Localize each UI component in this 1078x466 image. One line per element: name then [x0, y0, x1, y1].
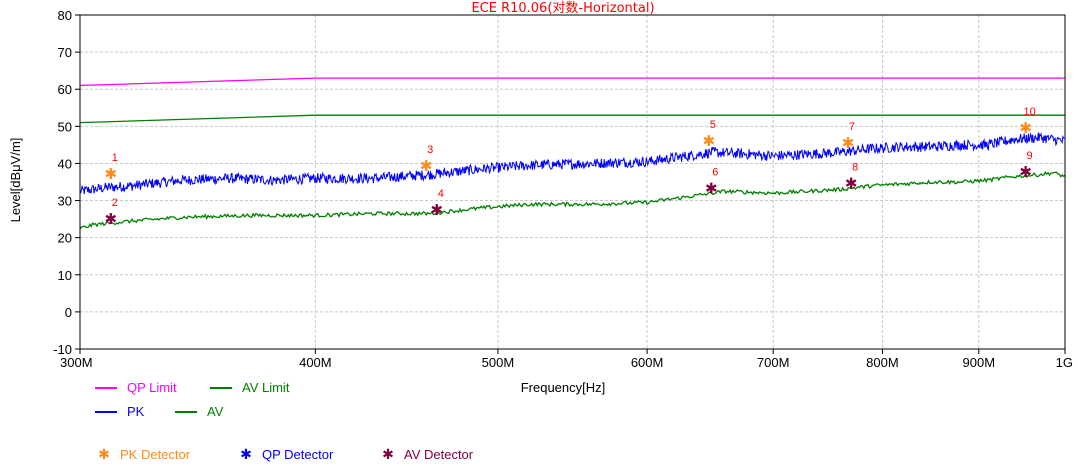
y-tick-label: -10 — [53, 342, 72, 357]
y-tick-label: 80 — [58, 8, 72, 23]
y-tick-label: 30 — [58, 194, 72, 209]
marker-5-star-icon: ✱ — [702, 132, 715, 150]
x-tick-label: 300M — [60, 355, 93, 370]
x-axis-title: Frequency[Hz] — [521, 380, 606, 395]
marker-10-label: 10 — [1023, 106, 1035, 118]
chart-title: ECE R10.06(对数-Horizontal) — [471, 1, 654, 16]
x-tick-label: 800M — [866, 355, 899, 370]
x-tick-label: 400M — [299, 355, 332, 370]
marker-9-label: 9 — [1027, 150, 1033, 162]
qp-limit-series-line — [79, 77, 1065, 87]
marker-2-label: 2 — [112, 197, 118, 209]
legend-qp-detector-label: QP Detector — [262, 447, 334, 462]
plot-frame — [79, 14, 1066, 350]
av-series-line — [79, 170, 1066, 230]
y-tick-label: 10 — [58, 268, 72, 283]
legend-pk-label: PK — [127, 404, 145, 419]
chart-markers: ✱1✱2✱3✱4✱5✱6✱7✱8 ✱9✱10 — [104, 106, 1035, 228]
legend-qp-limit: QP Limit — [95, 380, 177, 395]
y-tick-label: 0 — [65, 305, 72, 320]
legend-pk-detector-label: PK Detector — [120, 447, 191, 462]
av-limit-series-line — [79, 114, 1065, 124]
legend-av-limit-swatch — [210, 386, 232, 389]
legend-av-detector: ✱ AV Detector — [380, 446, 473, 463]
x-tick-label: 900M — [963, 355, 996, 370]
marker-2-star-icon: ✱ — [104, 210, 117, 228]
legend-av-swatch — [175, 410, 197, 413]
marker-10-star-icon: ✱ — [1019, 119, 1032, 137]
y-tick-label: 40 — [58, 156, 72, 171]
marker-3-star-icon: ✱ — [420, 157, 433, 175]
legend-qp-limit-label: QP Limit — [127, 380, 177, 395]
qp-detector-star-icon: ✱ — [240, 446, 252, 462]
marker-1-star-icon: ✱ — [104, 165, 117, 183]
legend-qp-detector: ✱ QP Detector — [238, 446, 333, 463]
marker-6-label: 6 — [712, 166, 718, 178]
legend-av-limit: AV Limit — [210, 380, 289, 395]
marker-7-star-icon: ✱ — [842, 134, 855, 152]
y-tick-label: 20 — [58, 231, 72, 246]
x-tick-label: 500M — [482, 355, 515, 370]
y-axis-ticks: -10 0 10 20 30 40 50 60 70 80 — [53, 8, 80, 357]
chart-grid — [79, 14, 1066, 350]
marker-8-star-icon: ✱ — [845, 174, 858, 192]
legend-qp-limit-swatch — [95, 386, 117, 389]
legend-pk-swatch — [95, 410, 117, 413]
av-detector-star-icon: ✱ — [382, 446, 394, 462]
marker-7-label: 7 — [849, 121, 855, 133]
y-tick-label: 60 — [58, 82, 72, 97]
y-axis-title: Level[dBμV/m] — [8, 138, 23, 223]
x-tick-label: 600M — [631, 355, 664, 370]
legend-av: AV — [175, 404, 223, 419]
pk-detector-star-icon: ✱ — [98, 446, 110, 462]
marker-3-label: 3 — [427, 144, 433, 156]
y-tick-label: 50 — [58, 119, 72, 134]
x-tick-label: 1G — [1056, 355, 1073, 370]
legend-av-label: AV — [207, 404, 224, 419]
x-tick-label: 700M — [757, 355, 790, 370]
marker-4-label: 4 — [438, 188, 444, 200]
marker-4-star-icon: ✱ — [430, 201, 443, 219]
pk-series-line — [79, 131, 1066, 195]
marker-5-label: 5 — [710, 119, 716, 131]
legend-av-limit-label: AV Limit — [242, 380, 290, 395]
marker-1-label: 1 — [112, 152, 118, 164]
x-axis-ticks: 300M 400M 500M 600M 700M 800M 900M 1G — [60, 349, 1073, 370]
legend-av-detector-label: AV Detector — [404, 447, 474, 462]
chart-series — [79, 77, 1066, 230]
legend-pk: PK — [95, 404, 144, 419]
marker-6-star-icon: ✱ — [705, 179, 718, 197]
legend-pk-detector: ✱ PK Detector — [96, 446, 190, 463]
marker-8-label: 8 — [852, 161, 858, 173]
marker-9-star-icon: ✱ — [1019, 163, 1032, 181]
y-tick-label: 70 — [58, 45, 72, 60]
